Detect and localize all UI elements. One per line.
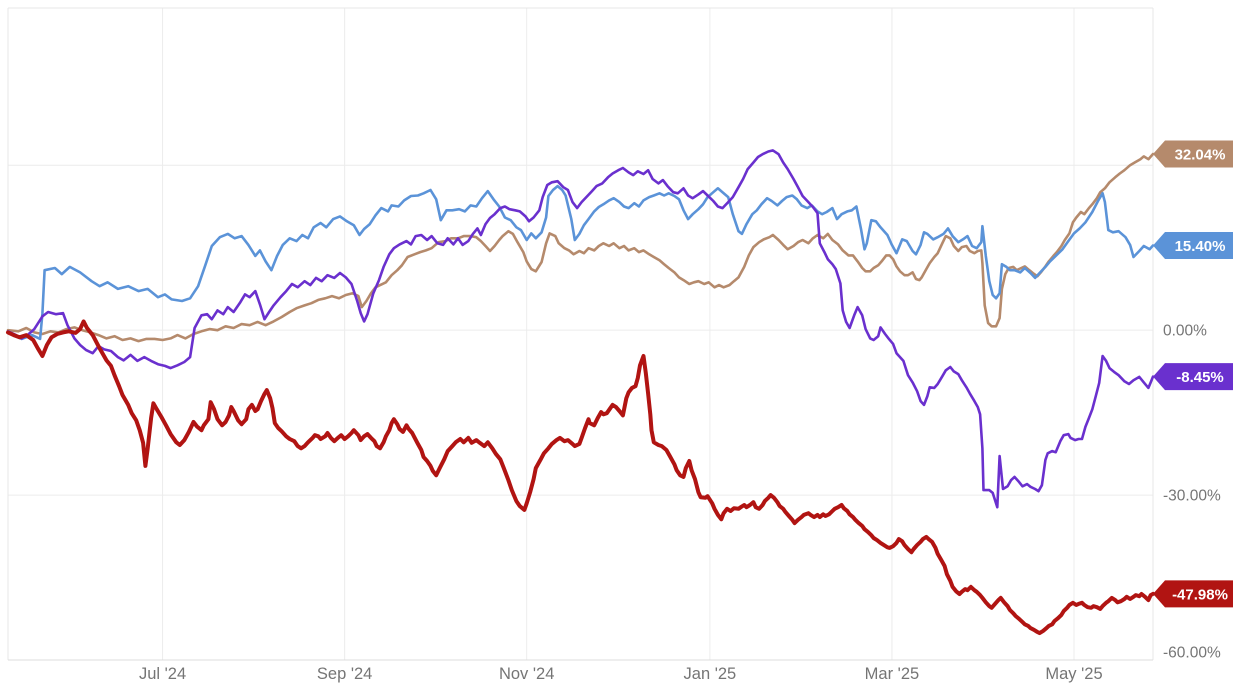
blue-series-line <box>6 184 1155 341</box>
x-tick-label: May '25 <box>1045 665 1102 683</box>
y-tick-label: -60.00% <box>1163 645 1221 662</box>
purple-series-badge <box>1153 363 1233 391</box>
x-axis-labels: Jul '24 Sep '24 Nov '24 Jan '25 Mar '25 May '… <box>139 665 1103 683</box>
x-tick-label: Mar '25 <box>865 665 920 683</box>
blue-series-badge-label: 15.40% <box>1175 238 1226 255</box>
x-tick-label: Nov '24 <box>499 665 554 683</box>
tan-series-badge <box>1153 140 1233 168</box>
y-tick-label: 0.00% <box>1163 323 1207 340</box>
tan-series-badge-label: 32.04% <box>1175 147 1226 164</box>
red-series-line <box>6 319 1155 636</box>
y-tick-label: -30.00% <box>1163 488 1221 505</box>
series-lines <box>6 149 1155 636</box>
x-tick-label: Jan '25 <box>684 665 737 683</box>
y-axis-labels: 0.00% -30.00% -60.00% <box>1163 323 1221 662</box>
purple-series-line <box>6 149 1155 509</box>
end-value-badges: 32.04% 15.40% -8.45% -47.98% <box>1153 140 1233 608</box>
x-tick-label: Jul '24 <box>139 665 186 683</box>
x-tick-label: Sep '24 <box>317 665 372 683</box>
gridlines <box>7 7 1154 661</box>
tan-series-line <box>6 152 1155 343</box>
red-series-badge <box>1153 580 1233 608</box>
purple-series-badge-label: -8.45% <box>1176 369 1224 386</box>
blue-series-badge <box>1153 231 1233 259</box>
red-series-badge-label: -47.98% <box>1172 586 1228 603</box>
